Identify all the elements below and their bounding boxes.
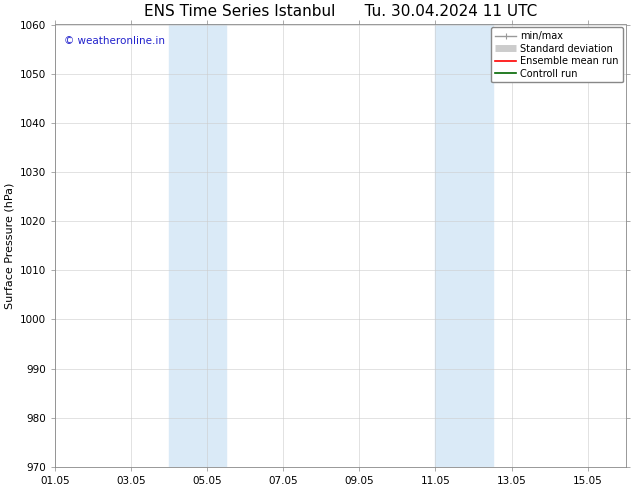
Y-axis label: Surface Pressure (hPa): Surface Pressure (hPa) (4, 182, 14, 309)
Legend: min/max, Standard deviation, Ensemble mean run, Controll run: min/max, Standard deviation, Ensemble me… (491, 27, 623, 82)
Title: ENS Time Series Istanbul      Tu. 30.04.2024 11 UTC: ENS Time Series Istanbul Tu. 30.04.2024 … (144, 4, 537, 19)
Bar (436, 24, 493, 467)
Bar (169, 24, 226, 467)
Text: © weatheronline.in: © weatheronline.in (63, 36, 165, 46)
